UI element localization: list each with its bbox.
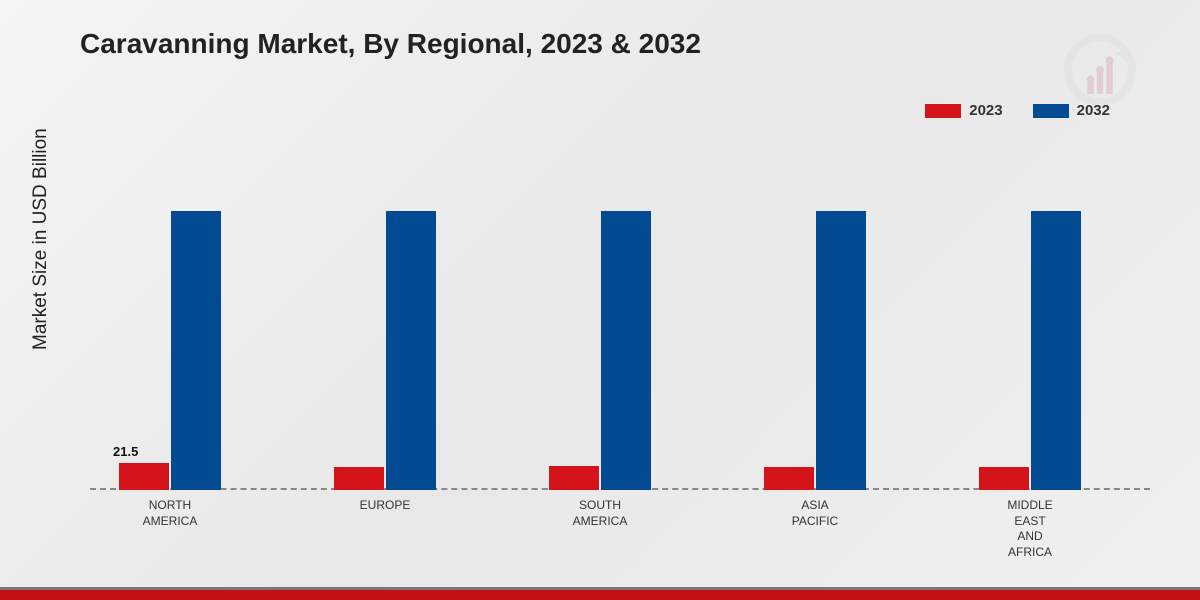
x-tick-label: EUROPE bbox=[360, 498, 411, 514]
watermark-logo bbox=[1060, 30, 1140, 110]
plot-area: 21.5 bbox=[90, 160, 1150, 490]
legend-label-2032: 2032 bbox=[1077, 102, 1110, 119]
legend: 2023 2032 bbox=[925, 102, 1110, 119]
bar-2023 bbox=[549, 466, 599, 490]
x-tick-label: NORTH AMERICA bbox=[143, 498, 198, 529]
x-tick-label: ASIA PACIFIC bbox=[792, 498, 838, 529]
bar-group: 21.5 bbox=[105, 211, 235, 490]
bar-2023 bbox=[119, 463, 169, 490]
legend-label-2023: 2023 bbox=[969, 102, 1002, 119]
bar-group bbox=[535, 211, 665, 490]
bar-2032 bbox=[386, 211, 436, 490]
bar-2023 bbox=[764, 467, 814, 490]
bar-2023 bbox=[979, 467, 1029, 490]
legend-item-2023: 2023 bbox=[925, 102, 1002, 119]
x-tick-label: MIDDLE EAST AND AFRICA bbox=[1007, 498, 1052, 560]
legend-item-2032: 2032 bbox=[1033, 102, 1110, 119]
y-axis-label: Market Size in USD Billion bbox=[30, 128, 52, 350]
x-tick-label: SOUTH AMERICA bbox=[573, 498, 628, 529]
chart-title: Caravanning Market, By Regional, 2023 & … bbox=[80, 28, 701, 60]
x-axis-labels: NORTH AMERICA EUROPE SOUTH AMERICA ASIA PAC… bbox=[90, 490, 1150, 570]
legend-swatch-2023 bbox=[925, 104, 961, 118]
bar-value-label: 21.5 bbox=[113, 444, 138, 459]
bar-2032 bbox=[1031, 211, 1081, 490]
bar-2032 bbox=[171, 211, 221, 490]
footer-bar bbox=[0, 590, 1200, 600]
bar-2023 bbox=[334, 467, 384, 490]
bar-group bbox=[965, 211, 1095, 490]
bar-group bbox=[750, 211, 880, 490]
bar-2032 bbox=[601, 211, 651, 490]
legend-swatch-2032 bbox=[1033, 104, 1069, 118]
bar-group bbox=[320, 211, 450, 490]
bar-2032 bbox=[816, 211, 866, 490]
